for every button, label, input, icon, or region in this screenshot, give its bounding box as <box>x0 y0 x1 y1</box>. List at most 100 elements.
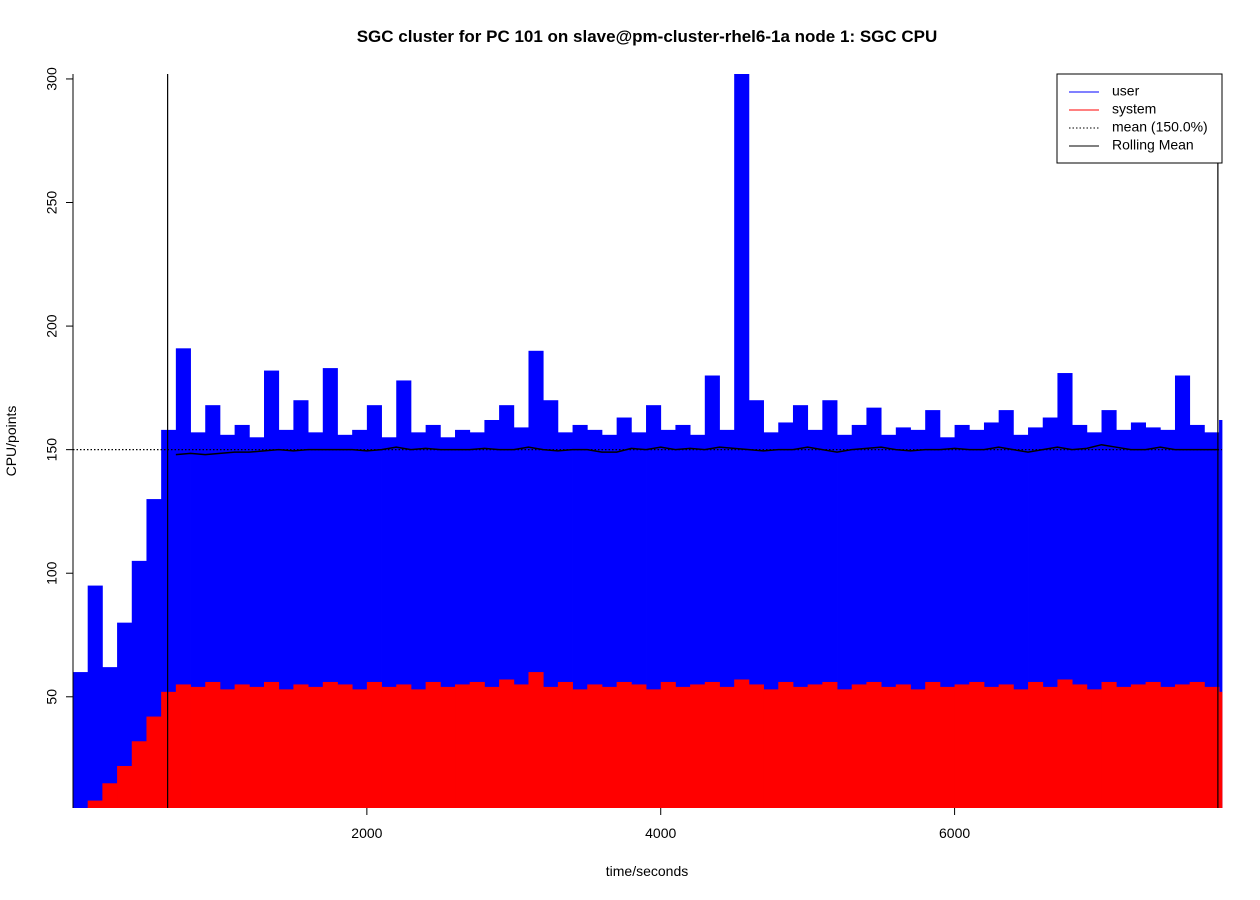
cpu-column <box>337 684 353 808</box>
cpu-column <box>587 684 603 808</box>
cpu-column <box>455 684 471 808</box>
cpu-column <box>822 681 838 808</box>
cpu-column <box>1013 689 1029 808</box>
cpu-column <box>366 681 382 808</box>
y-tick-label: 250 <box>44 191 60 215</box>
cpu-column <box>381 686 397 808</box>
cpu-column <box>396 684 412 808</box>
cpu-column <box>528 672 544 808</box>
cpu-column <box>778 681 794 808</box>
cpu-column <box>851 684 867 808</box>
cpu-column <box>1057 679 1073 808</box>
cpu-column <box>87 800 103 808</box>
cpu-column <box>954 684 970 808</box>
cpu-column <box>1086 689 1102 808</box>
cpu-column <box>234 684 250 808</box>
cpu-column <box>1130 684 1146 808</box>
cpu-column <box>190 686 206 808</box>
cpu-column <box>881 686 897 808</box>
cpu-column <box>998 684 1014 808</box>
cpu-column <box>87 585 103 808</box>
plot-area <box>73 74 1223 808</box>
legend-label: user <box>1112 83 1140 99</box>
cpu-column <box>175 684 191 808</box>
cpu-column <box>499 679 515 808</box>
cpu-column <box>425 681 441 808</box>
cpu-column <box>219 689 236 808</box>
x-tick-label: 6000 <box>939 825 970 841</box>
cpu-column <box>484 686 500 808</box>
cpu-column <box>719 686 735 808</box>
cpu-column <box>1160 686 1176 808</box>
cpu-column <box>543 686 559 808</box>
y-axis-title: CPU/points <box>3 406 19 477</box>
cpu-column <box>117 622 133 808</box>
cpu-column <box>837 689 853 808</box>
cpu-column <box>1174 684 1191 808</box>
cpu-column <box>646 689 662 808</box>
cpu-column <box>734 74 750 808</box>
cpu-column <box>322 681 338 808</box>
cpu-column <box>146 716 162 808</box>
cpu-column <box>1219 419 1223 808</box>
cpu-column <box>1219 691 1223 808</box>
cpu-column <box>910 689 926 808</box>
cpu-column <box>763 689 779 808</box>
cpu-column <box>1072 684 1088 808</box>
cpu-column <box>102 783 118 808</box>
cpu-column <box>513 684 529 808</box>
cpu-column <box>1028 681 1044 808</box>
cpu-column <box>249 686 265 808</box>
legend-label: system <box>1112 101 1156 117</box>
cpu-column <box>939 686 955 808</box>
cpu-column <box>601 686 618 808</box>
y-tick-label: 100 <box>44 561 60 585</box>
cpu-column <box>690 684 706 808</box>
cpu-column <box>616 681 632 808</box>
cpu-column <box>866 681 882 808</box>
cpu-column <box>1189 681 1205 808</box>
cpu-column <box>1042 686 1058 808</box>
cpu-column <box>807 684 823 808</box>
y-tick-label: 300 <box>44 67 60 91</box>
x-tick-label: 2000 <box>351 825 382 841</box>
cpu-column <box>1116 686 1132 808</box>
cpu-column <box>792 686 809 808</box>
cpu-column <box>969 681 985 808</box>
cpu-column <box>895 684 911 808</box>
cpu-column <box>748 684 764 808</box>
x-tick-label: 4000 <box>645 825 676 841</box>
cpu-column <box>1145 681 1161 808</box>
cpu-column <box>264 681 280 808</box>
legend-label: mean (150.0%) <box>1112 119 1208 135</box>
cpu-column <box>205 681 221 808</box>
cpu-column <box>660 681 676 808</box>
cpu-column <box>131 741 147 808</box>
y-tick-label: 150 <box>44 438 60 462</box>
cpu-column <box>983 686 1000 808</box>
cpu-column <box>704 681 720 808</box>
cpu-column <box>734 679 750 808</box>
y-tick-label: 200 <box>44 314 60 338</box>
cpu-column <box>469 681 485 808</box>
legend-label: Rolling Mean <box>1112 137 1194 153</box>
cpu-column <box>73 672 89 808</box>
cpu-column <box>410 689 427 808</box>
cpu-column <box>925 681 941 808</box>
cpu-column <box>308 686 324 808</box>
cpu-column <box>161 691 177 808</box>
cpu-column <box>675 686 691 808</box>
x-axis-title: time/seconds <box>606 863 688 879</box>
cpu-column <box>278 689 294 808</box>
cpu-column <box>1101 681 1117 808</box>
cpu-column <box>117 765 133 808</box>
rolling-mean-line <box>175 443 1220 456</box>
cpu-column <box>440 686 456 808</box>
cpu-column <box>1204 686 1220 808</box>
cpu-column <box>352 689 368 808</box>
cpu-column <box>102 667 118 808</box>
y-tick-label: 50 <box>44 689 60 705</box>
chart-title: SGC cluster for PC 101 on slave@pm-clust… <box>357 27 938 46</box>
cpu-column <box>293 684 309 808</box>
